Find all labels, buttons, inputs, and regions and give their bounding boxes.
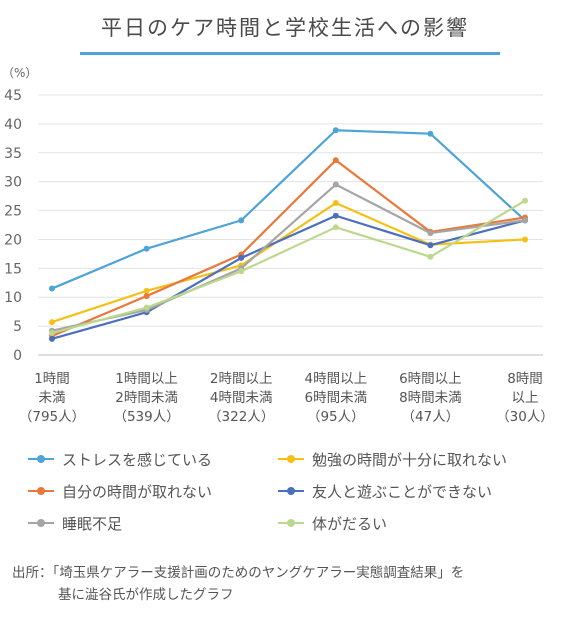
data-point xyxy=(427,242,434,249)
data-point xyxy=(427,130,434,137)
data-point xyxy=(522,197,528,204)
legend-label: 睡眠不足 xyxy=(62,514,123,533)
x-tick-label: 以上 xyxy=(512,390,539,406)
data-point xyxy=(332,224,339,231)
data-point xyxy=(332,181,339,188)
data-point xyxy=(427,253,434,260)
x-tick-label: 6時間以上 xyxy=(399,371,462,387)
title-underline xyxy=(80,52,500,55)
x-tick-label: 未満 xyxy=(39,390,66,406)
data-point xyxy=(49,285,55,292)
series-line xyxy=(51,201,526,324)
legend-swatch xyxy=(28,453,54,465)
data-point xyxy=(49,330,55,337)
y-tick-label: 25 xyxy=(4,204,22,220)
data-point xyxy=(143,293,150,300)
source-line-2: 基に澁谷氏が作成したグラフ xyxy=(58,587,234,603)
legend: ストレスを感じている 勉強の時間が十分に取れない 自分の時間が取れない 友人と遊… xyxy=(28,450,558,533)
data-point xyxy=(522,217,528,224)
x-tick-label: 1時間以上 xyxy=(115,371,178,387)
x-tick-label: 2時間以上 xyxy=(210,371,273,387)
y-tick-label: 40 xyxy=(4,117,22,133)
x-tick-label: 8時間未満 xyxy=(399,390,462,406)
y-axis-ticks: 0 5 10 15 20 25 30 35 40 45 xyxy=(4,88,22,364)
y-tick-label: 45 xyxy=(4,88,22,104)
y-tick-label: 30 xyxy=(4,175,22,191)
x-tick-label: （47人） xyxy=(402,409,460,425)
legend-item: ストレスを感じている xyxy=(28,450,278,469)
data-point xyxy=(238,254,245,261)
legend-label: 自分の時間が取れない xyxy=(62,482,213,501)
data-point xyxy=(332,200,339,207)
legend-item: 勉強の時間が十分に取れない xyxy=(278,450,548,469)
y-tick-label: 0 xyxy=(13,348,22,364)
x-tick-label: 6時間未満 xyxy=(305,390,368,406)
x-tick-label: 1時間 xyxy=(34,371,70,387)
y-tick-label: 20 xyxy=(4,232,22,248)
legend-label: 体がだるい xyxy=(312,514,388,533)
source-note: 出所：「埼玉県ケアラー支援計画のためのヤングケアラー実態調査結果」を 基に澁谷氏… xyxy=(12,562,562,606)
series-line xyxy=(51,159,526,337)
legend-swatch xyxy=(28,517,54,529)
y-tick-label: 5 xyxy=(13,319,22,335)
x-tick-label: （539人） xyxy=(113,409,179,425)
series-line xyxy=(51,183,526,332)
legend-swatch xyxy=(278,517,304,529)
x-tick-label: （322人） xyxy=(208,409,274,425)
data-point xyxy=(332,212,339,219)
legend-item: 友人と遊ぶことができない xyxy=(278,482,548,501)
data-point xyxy=(238,217,245,224)
data-point xyxy=(49,335,55,342)
data-point xyxy=(332,157,339,164)
data-point xyxy=(143,245,150,252)
legend-label: ストレスを感じている xyxy=(62,450,213,469)
data-point xyxy=(143,304,150,311)
data-point xyxy=(427,230,434,237)
legend-swatch xyxy=(278,485,304,497)
data-point xyxy=(238,268,245,275)
x-tick-label: （795人） xyxy=(19,409,85,425)
x-tick-label: 4時間未満 xyxy=(210,390,273,406)
data-point xyxy=(522,236,528,243)
chart-title: 平日のケア時間と学校生活への影響 xyxy=(101,16,469,40)
x-tick-label: （30人） xyxy=(496,409,554,425)
series-line xyxy=(51,129,526,290)
x-tick-label: 2時間未満 xyxy=(115,390,178,406)
series-lines xyxy=(49,127,528,342)
source-line-1: 出所：「埼玉県ケアラー支援計画のためのヤングケアラー実態調査結果」を xyxy=(12,565,465,581)
series-line xyxy=(51,199,526,335)
x-tick-label: （95人） xyxy=(307,409,365,425)
series-line xyxy=(51,214,526,340)
legend-label: 勉強の時間が十分に取れない xyxy=(312,450,508,469)
y-tick-label: 35 xyxy=(4,146,22,162)
data-point xyxy=(332,127,339,134)
gridlines xyxy=(38,94,543,356)
legend-swatch xyxy=(28,485,54,497)
data-point xyxy=(143,287,150,294)
legend-item: 自分の時間が取れない xyxy=(28,482,278,501)
data-point xyxy=(49,319,55,326)
legend-item: 睡眠不足 xyxy=(28,514,278,533)
legend-swatch xyxy=(278,453,304,465)
y-tick-label: 15 xyxy=(4,261,22,277)
x-tick-label: 8時間 xyxy=(507,371,543,387)
y-tick-label: 10 xyxy=(4,290,22,306)
legend-item: 体がだるい xyxy=(278,514,548,533)
x-tick-label: 4時間以上 xyxy=(305,371,368,387)
legend-label: 友人と遊ぶことができない xyxy=(312,482,493,501)
y-axis-unit: （%） xyxy=(2,66,37,80)
